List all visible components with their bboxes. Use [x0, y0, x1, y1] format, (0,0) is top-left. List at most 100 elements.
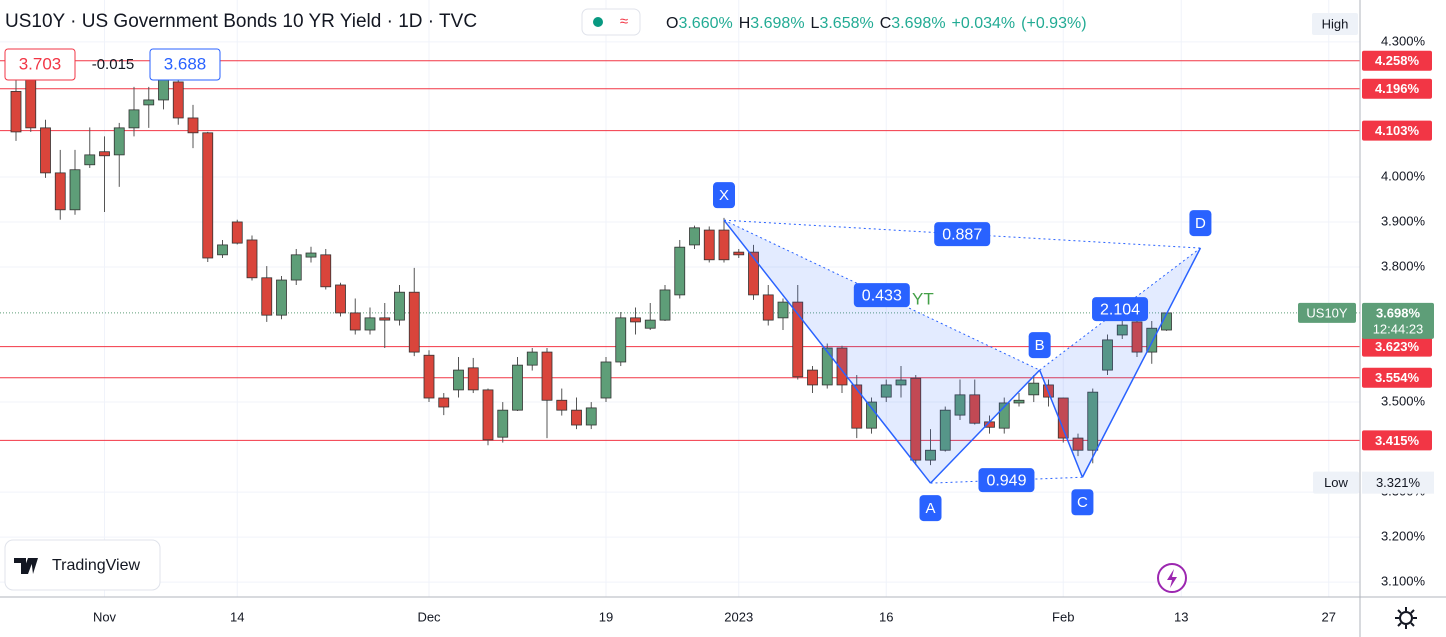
candle-body — [335, 284, 346, 314]
candle-body — [1072, 437, 1084, 451]
candle-body — [99, 151, 110, 157]
y-tick-label: 3.800% — [1381, 258, 1426, 273]
x-tick-label: Nov — [93, 609, 117, 624]
candle-body — [1102, 339, 1113, 371]
legend-key: L — [811, 15, 820, 32]
candle-body — [526, 351, 538, 366]
legend-value: 3.698% — [891, 15, 945, 32]
candle-body — [998, 402, 1010, 429]
point-box — [1028, 332, 1051, 359]
y-tick-label: 3.500% — [1381, 393, 1426, 408]
high-label: High — [1322, 16, 1349, 31]
high-box — [1312, 13, 1358, 35]
candle-body — [246, 239, 258, 279]
candle-body — [925, 449, 936, 461]
level-label: 3.415% — [1375, 433, 1420, 448]
level-label: 4.196% — [1375, 81, 1420, 96]
low-box — [1313, 471, 1359, 494]
y-tick-label: 4.300% — [1381, 33, 1426, 48]
point-box — [1071, 489, 1094, 516]
candle-body — [718, 229, 730, 261]
candle-body — [748, 251, 759, 296]
candle-body — [423, 354, 435, 399]
candle-body — [231, 221, 243, 244]
candle-body — [851, 384, 863, 429]
legend-value: 3.698% — [750, 15, 804, 32]
candle-body — [40, 127, 51, 174]
ohlc-legend: O3.660% H3.698% L3.658% C3.698% +0.034% (+0.9… — [666, 15, 1087, 32]
chart-title: US10Y · US Government Bonds 10 YR Yield … — [5, 11, 477, 32]
candle-body — [143, 99, 155, 106]
candle-body — [674, 246, 686, 296]
sell-box[interactable] — [4, 48, 76, 81]
candle-body — [512, 364, 523, 411]
settings-icon-teeth — [1395, 607, 1417, 629]
market-open-dot — [593, 17, 603, 27]
logo-text: TradingView — [52, 557, 140, 574]
point-box — [1189, 210, 1212, 237]
level-label-box — [1362, 336, 1432, 357]
candle-body — [158, 77, 169, 101]
candle-body — [261, 277, 273, 316]
candle-body — [954, 394, 966, 416]
pattern-leg — [1038, 369, 1084, 478]
candle-body — [187, 117, 199, 134]
candle-body — [969, 394, 981, 424]
candle-body — [821, 347, 833, 386]
legend-value: 3.658% — [819, 15, 873, 32]
status-badge[interactable] — [581, 8, 641, 36]
point-box — [713, 182, 735, 209]
level-label: 3.554% — [1375, 370, 1420, 385]
settings-icon[interactable] — [1399, 611, 1413, 625]
legend-key: H — [739, 15, 751, 32]
candle-body — [541, 351, 553, 401]
candle-body — [320, 254, 332, 288]
y-tick-label: 3.900% — [1381, 213, 1426, 228]
low-value-box — [1362, 471, 1434, 494]
symbol-label: US10Y — [1306, 305, 1348, 320]
legend-key: C — [880, 15, 892, 32]
candle-body — [615, 317, 627, 363]
candle-body — [364, 317, 376, 331]
candles — [10, 59, 1172, 466]
sell-price: 3.703 — [19, 54, 62, 73]
x-tick-label: Feb — [1052, 609, 1074, 624]
ratio-box — [934, 222, 991, 247]
candle-body — [128, 109, 140, 129]
ratio-box — [1092, 297, 1149, 322]
candle-body — [305, 252, 317, 258]
symbol-box — [1298, 302, 1356, 323]
buy-price: 3.688 — [164, 54, 207, 73]
last-price-box — [1362, 302, 1434, 339]
ratio-label: 0.949 — [986, 472, 1026, 489]
candle-body — [453, 369, 464, 391]
candle-body — [394, 291, 405, 321]
candle-body — [467, 367, 479, 391]
candle-body — [1116, 324, 1128, 336]
level-label-box — [1362, 78, 1432, 99]
candle-body — [217, 244, 228, 256]
legend-change: +0.034% — [952, 15, 1016, 32]
candle-body — [69, 169, 81, 211]
level-label: 3.623% — [1375, 339, 1420, 354]
buy-box[interactable] — [149, 48, 221, 81]
candle-body — [630, 317, 641, 323]
low-value: 3.321% — [1376, 475, 1421, 490]
pattern-triangle-xab — [724, 220, 1040, 484]
pattern-leg — [1081, 247, 1202, 478]
point-label: B — [1035, 337, 1045, 354]
candle-body — [777, 301, 789, 319]
x-tick-label: 2023 — [724, 609, 753, 624]
ratio-label: 2.104 — [1100, 301, 1140, 318]
logo-box[interactable] — [4, 539, 161, 591]
x-tick-label: 27 — [1322, 609, 1336, 624]
pattern-ratio-line — [723, 219, 1040, 371]
x-tick-label: 14 — [230, 609, 244, 624]
candle-body — [276, 279, 287, 316]
candle-body — [349, 312, 361, 331]
y-tick-label: 3.200% — [1381, 529, 1426, 544]
point-label: A — [925, 500, 935, 517]
pattern-note: YT — [912, 289, 934, 308]
candle-body — [556, 399, 568, 411]
